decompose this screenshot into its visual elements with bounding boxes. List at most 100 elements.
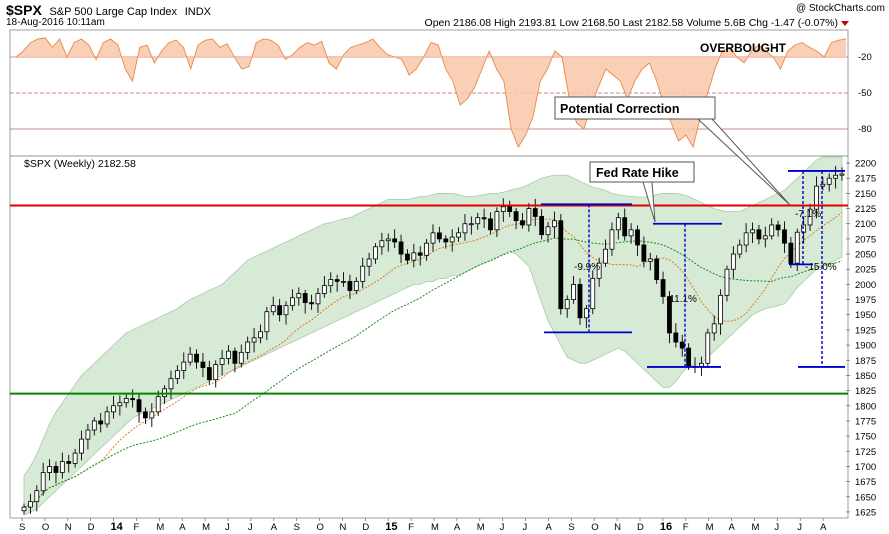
- candle-body: [290, 297, 295, 307]
- pct-label-4: -15.0%: [805, 262, 837, 273]
- candle-body: [143, 411, 148, 419]
- candle-body: [788, 242, 794, 264]
- candle-body: [520, 220, 525, 226]
- x-tick-label: N: [339, 522, 346, 533]
- candle-body: [373, 246, 378, 260]
- candle-body: [545, 226, 551, 236]
- candle-body: [315, 293, 321, 305]
- candle-body: [174, 370, 180, 379]
- candle-body: [47, 466, 52, 473]
- x-tick-label: O: [42, 522, 49, 533]
- x-tick-label: 16: [660, 521, 672, 533]
- candle-body: [558, 220, 564, 310]
- candle-body: [34, 490, 40, 503]
- candle-body: [494, 211, 500, 231]
- candle-body: [615, 217, 621, 231]
- candle-body: [283, 305, 289, 316]
- candle-body: [583, 308, 589, 319]
- candle-body: [513, 211, 519, 222]
- candle-body: [123, 398, 129, 404]
- volume-label: Volume: [686, 17, 722, 29]
- candle-body: [679, 341, 685, 349]
- x-tick-label: A: [729, 522, 736, 533]
- candle-body: [769, 224, 775, 237]
- candle-body: [622, 217, 628, 237]
- candle-body: [782, 229, 787, 244]
- candle-body: [609, 229, 615, 250]
- candle-body: [526, 208, 532, 226]
- price-tick-label: 1775: [855, 416, 876, 427]
- price-layer: 1625 1650 1675 1700 1725 1750 1775 1800 1825 1850…: [10, 156, 876, 533]
- quote-bar: Open 2186.08 High 2193.81 Low 2168.50 La…: [425, 17, 849, 29]
- candle-body: [718, 294, 723, 325]
- candle-body: [149, 411, 155, 419]
- candle-body: [168, 378, 174, 390]
- x-tick-label: J: [248, 522, 253, 533]
- x-tick-label: A: [820, 522, 827, 533]
- x-tick-label: D: [362, 522, 369, 533]
- x-tick-label: S: [294, 522, 300, 533]
- candle-body: [667, 296, 672, 334]
- candle-body: [654, 258, 660, 280]
- x-tick-label: M: [431, 522, 439, 533]
- candle-body: [155, 396, 161, 413]
- candle-body: [200, 361, 206, 368]
- ma-slow-line: [23, 237, 843, 508]
- candle-body: [603, 248, 608, 264]
- x-tick-label: S: [19, 522, 25, 533]
- candle-body: [635, 229, 640, 246]
- candle-body: [430, 232, 436, 244]
- candle-body: [21, 506, 27, 512]
- candle-body: [245, 341, 251, 353]
- candle-body: [699, 362, 704, 367]
- candle-body: [302, 293, 308, 304]
- price-tick-label: 1925: [855, 325, 876, 336]
- candle-body: [468, 223, 474, 226]
- chart-header: $SPX S&P 500 Large Cap Index INDX 18-Aug…: [0, 0, 889, 30]
- x-tick-label: N: [614, 522, 621, 533]
- price-tick-label: 2200: [855, 159, 876, 170]
- candle-body: [500, 206, 506, 213]
- x-tick-label: F: [683, 522, 689, 533]
- pct-label-3: -7.1%: [795, 209, 821, 220]
- candle-body: [226, 350, 231, 359]
- candle-body: [238, 351, 244, 364]
- candle-body: [66, 461, 72, 464]
- x-tick-label: A: [454, 522, 461, 533]
- x-tick-label: D: [637, 522, 644, 533]
- candle-body: [730, 253, 736, 270]
- price-tick-label: 1950: [855, 310, 876, 321]
- candle-body: [219, 358, 225, 365]
- candle-body: [826, 177, 832, 185]
- candle-body: [711, 323, 717, 334]
- osc-area: [16, 37, 846, 147]
- potential-correction-label: Potential Correction: [560, 102, 679, 116]
- price-tick-label: 1625: [855, 507, 876, 518]
- candle-body: [264, 311, 270, 333]
- open-label: Open: [424, 17, 451, 29]
- x-tick-label: A: [271, 522, 278, 533]
- x-tick-label: O: [317, 522, 324, 533]
- candle-body: [379, 240, 385, 248]
- fed-rate-hike-pointer: [642, 181, 656, 223]
- candle-body: [104, 411, 110, 425]
- candle-body: [488, 218, 493, 231]
- x-tick-label: 14: [111, 521, 124, 533]
- candle-body: [705, 332, 711, 364]
- timestamp: 18-Aug-2016 10:11am: [6, 17, 105, 28]
- x-tick-label: F: [408, 522, 414, 533]
- osc-tick-label: -80: [858, 124, 872, 135]
- price-tick-label: 1750: [855, 432, 876, 443]
- pct-label-1: -9.9%: [574, 262, 600, 273]
- candle-body: [40, 472, 46, 492]
- x-tick-label: N: [65, 522, 72, 533]
- candle-body: [807, 208, 813, 226]
- price-tick-label: 1700: [855, 462, 876, 473]
- x-tick-label: M: [156, 522, 164, 533]
- x-tick-label: M: [477, 522, 485, 533]
- pct-label-2: -11.1%: [666, 294, 697, 305]
- candle-body: [641, 244, 647, 262]
- candle-body: [590, 277, 596, 310]
- open-value: 2186.08: [453, 17, 492, 29]
- candle-body: [686, 347, 692, 367]
